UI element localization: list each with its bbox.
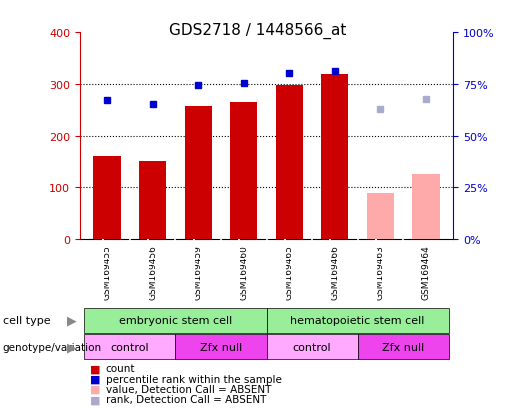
Text: GSM169459: GSM169459 [194, 245, 203, 300]
Text: cell type: cell type [3, 316, 50, 325]
Text: rank, Detection Call = ABSENT: rank, Detection Call = ABSENT [106, 394, 266, 404]
Bar [184, 106, 212, 240]
Text: percentile rank within the sample: percentile rank within the sample [106, 374, 282, 384]
Text: GSM169456: GSM169456 [148, 245, 157, 300]
Bar [139, 162, 166, 240]
Bar [94, 157, 121, 240]
Bar [230, 103, 258, 240]
Text: value, Detection Call = ABSENT: value, Detection Call = ABSENT [106, 384, 271, 394]
Bar [84, 308, 267, 333]
Bar [412, 175, 439, 240]
Text: ■: ■ [90, 363, 100, 373]
Text: count: count [106, 363, 135, 373]
Bar [176, 335, 267, 360]
Bar [267, 335, 357, 360]
Text: ▶: ▶ [66, 340, 76, 354]
Text: GSM169465: GSM169465 [285, 245, 294, 300]
Bar [357, 335, 449, 360]
Text: control: control [293, 342, 331, 352]
Text: ■: ■ [90, 394, 100, 404]
Bar [84, 335, 176, 360]
Text: GSM169466: GSM169466 [330, 245, 339, 300]
Text: ■: ■ [90, 384, 100, 394]
Text: GDS2718 / 1448566_at: GDS2718 / 1448566_at [169, 23, 346, 39]
Text: GSM169464: GSM169464 [421, 245, 431, 299]
Text: embryonic stem cell: embryonic stem cell [119, 316, 232, 326]
Text: control: control [111, 342, 149, 352]
Text: ■: ■ [90, 374, 100, 384]
Bar [367, 193, 394, 240]
Text: ▶: ▶ [66, 314, 76, 327]
Text: GSM169460: GSM169460 [239, 245, 248, 300]
Bar [267, 308, 449, 333]
Bar [321, 74, 349, 240]
Text: hematopoietic stem cell: hematopoietic stem cell [290, 316, 425, 326]
Text: GSM169455: GSM169455 [102, 245, 112, 300]
Text: Zfx null: Zfx null [200, 342, 242, 352]
Bar [276, 86, 303, 240]
Text: GSM169463: GSM169463 [376, 245, 385, 300]
Text: Zfx null: Zfx null [382, 342, 424, 352]
Text: genotype/variation: genotype/variation [3, 342, 101, 352]
